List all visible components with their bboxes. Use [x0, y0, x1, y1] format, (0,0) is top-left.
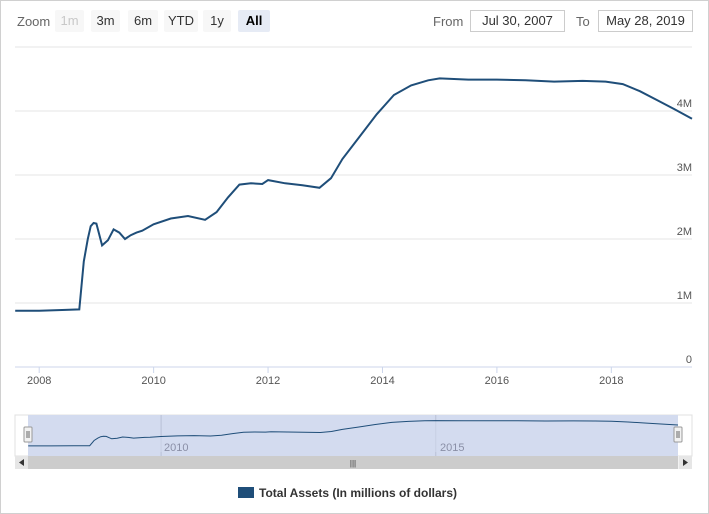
legend-label: Total Assets (In millions of dollars) [259, 486, 458, 500]
zoom-label: Zoom [17, 14, 51, 29]
x-tick-label: 2016 [485, 375, 509, 387]
legend-item[interactable]: Total Assets (In millions of dollars) [238, 486, 457, 500]
navigator-tick-label: 2015 [440, 442, 464, 454]
gridlines [15, 46, 692, 368]
navigator-left-handle[interactable] [23, 426, 33, 443]
navigator[interactable]: 2010 2015 [14, 414, 693, 457]
zoom-3m-button[interactable]: 3m [91, 10, 120, 32]
y-tick-label: 1M [677, 290, 692, 302]
legend-swatch [238, 487, 254, 498]
x-tick-label: 2014 [370, 375, 394, 387]
scrollbar[interactable]: ||| [15, 456, 692, 469]
zoom-1y-button[interactable]: 1y [203, 10, 231, 32]
navigator-tick-label: 2010 [164, 442, 188, 454]
x-tick-label: 2010 [141, 375, 165, 387]
zoom-1m-button[interactable]: 1m [55, 10, 84, 32]
zoom-ytd-button[interactable]: YTD [164, 10, 198, 32]
y-tick-label: 4M [677, 98, 692, 110]
from-date-input[interactable]: Jul 30, 2007 [470, 10, 565, 32]
x-tick-label: 2008 [27, 375, 51, 387]
navigator-series-area [28, 420, 678, 452]
zoom-all-button[interactable]: All [238, 10, 270, 32]
zoom-6m-button[interactable]: 6m [128, 10, 158, 32]
from-label: From [433, 14, 464, 29]
left-arrow-icon [19, 459, 24, 466]
to-date-input[interactable]: May 28, 2019 [598, 10, 693, 32]
scrollbar-thumb[interactable] [28, 456, 678, 469]
to-label: To [576, 14, 590, 29]
navigator-right-handle[interactable] [673, 426, 683, 443]
x-tick-label: 2012 [256, 375, 280, 387]
y-tick-label: 0 [686, 354, 692, 366]
scrollbar-grip: ||| [350, 459, 356, 468]
y-tick-label: 3M [677, 162, 692, 174]
right-arrow-icon [683, 459, 688, 466]
x-tick-label: 2018 [599, 375, 623, 387]
navigator-series-line [28, 420, 679, 447]
series-line-total-assets [15, 77, 693, 312]
y-tick-label: 2M [677, 226, 692, 238]
